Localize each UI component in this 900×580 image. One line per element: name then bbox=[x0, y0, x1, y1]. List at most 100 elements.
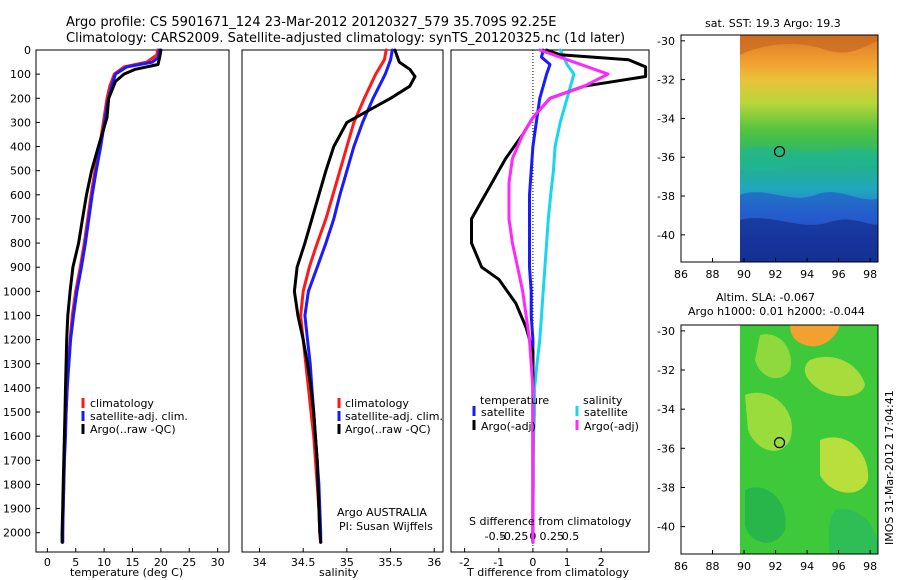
sst-map-frame bbox=[680, 34, 879, 263]
sla-high-patch bbox=[790, 325, 840, 347]
series-line-argo bbox=[292, 48, 417, 544]
x-tick-label: 10 bbox=[97, 556, 111, 569]
difference-top-xlabel: S difference from climatology bbox=[469, 515, 632, 528]
legend-label-argo: Argo(..raw -QC) bbox=[90, 423, 176, 436]
depth-tick-label: 1600 bbox=[3, 430, 31, 443]
map-y-tick-label: -34 bbox=[657, 403, 675, 416]
title-line-2: Climatology: CARS2009. Satellite-adjuste… bbox=[66, 31, 625, 46]
x-tick-label: 30 bbox=[211, 556, 225, 569]
salinity-axes-frame bbox=[241, 49, 444, 553]
depth-tick-label: 1100 bbox=[3, 309, 31, 322]
x-tick-label: 34.5 bbox=[291, 556, 316, 569]
map-y-tick-label: -32 bbox=[657, 364, 675, 377]
legend-header-salinity: salinity bbox=[583, 394, 623, 407]
series-line-argo_salinity bbox=[507, 48, 610, 544]
legend-label-argo: Argo(..raw -QC) bbox=[345, 423, 431, 436]
legend-label-climatology: climatology bbox=[345, 397, 409, 410]
float-pi-annotation: PI: Susan Wijffels bbox=[339, 520, 433, 533]
depth-tick-label: 1700 bbox=[3, 454, 31, 467]
sla-high-patch bbox=[755, 334, 791, 379]
x-tick-label: 2 bbox=[598, 556, 605, 569]
x-tick-label: 1 bbox=[564, 556, 571, 569]
map-x-tick-label: 86 bbox=[674, 268, 688, 281]
depth-tick-label: 1500 bbox=[3, 406, 31, 419]
map-y-tick-label: -40 bbox=[657, 521, 675, 534]
sla-low-patch bbox=[745, 487, 786, 543]
legend-label-satellite: satellite-adj. clim. bbox=[90, 410, 188, 423]
sla-high-patch bbox=[804, 356, 865, 397]
legend-label-satellite: satellite-adj. clim. bbox=[345, 410, 443, 423]
map-x-tick-label: 96 bbox=[832, 268, 846, 281]
legend-label-t-argo: Argo(-adj) bbox=[481, 420, 536, 433]
map-y-tick-label: -30 bbox=[657, 325, 675, 338]
difference-panel: -2 -1 0 1 2-0.5-0.25 0 0.250.5 T difference fr… bbox=[450, 48, 650, 579]
x-tick-label: 35 bbox=[340, 556, 354, 569]
map-x-tick-label: 96 bbox=[832, 560, 846, 573]
footer-stamp: IMOS 31-Mar-2012 17:04:41 bbox=[883, 390, 896, 545]
series-line-satellite bbox=[61, 48, 161, 544]
sla-map-title: Altim. SLA: -0.067 bbox=[716, 291, 815, 304]
map-x-tick-label: 92 bbox=[769, 560, 783, 573]
map-y-tick-label: -38 bbox=[657, 481, 675, 494]
depth-tick-label: 600 bbox=[10, 189, 31, 202]
depth-tick-label: 1200 bbox=[3, 334, 31, 347]
argo-float-marker bbox=[773, 437, 786, 449]
series-line-argo bbox=[60, 48, 163, 544]
title-line-1: Argo profile: CS 5901671_124 23-Mar-2012… bbox=[66, 15, 556, 30]
legend-label-t-satellite: satellite bbox=[481, 406, 525, 419]
sla-map: Altim. SLA: -0.067 Argo h1000: 0.01 h200… bbox=[657, 291, 879, 573]
map-x-tick-label: 90 bbox=[737, 560, 751, 573]
depth-tick-label: 1400 bbox=[3, 382, 31, 395]
sla-high-patch bbox=[820, 437, 869, 493]
legend-label-s-satellite: satellite bbox=[584, 406, 628, 419]
depth-tick-label: 500 bbox=[10, 165, 31, 178]
map-x-tick-label: 98 bbox=[863, 268, 877, 281]
map-y-tick-label: -36 bbox=[657, 442, 675, 455]
map-x-tick-label: 90 bbox=[737, 268, 751, 281]
map-y-tick-label: -34 bbox=[657, 112, 675, 125]
x-tick-label: 0 bbox=[529, 556, 536, 569]
depth-tick-label: 1900 bbox=[3, 503, 31, 516]
depth-tick-label: 1000 bbox=[3, 285, 31, 298]
difference-axes-frame bbox=[450, 49, 650, 553]
x-tick-label: 0 bbox=[44, 556, 51, 569]
map-y-tick-label: -40 bbox=[657, 229, 675, 242]
depth-tick-label: 0 bbox=[24, 44, 31, 57]
x-tick-label: -2 bbox=[459, 556, 470, 569]
top-tick-label: 0.5 bbox=[562, 530, 580, 543]
sst-warm-patch bbox=[740, 35, 878, 55]
float-owner-annotation: Argo AUSTRALIA bbox=[337, 506, 427, 519]
x-tick-label: 5 bbox=[72, 556, 79, 569]
map-y-tick-label: -30 bbox=[657, 35, 675, 48]
map-x-tick-label: 98 bbox=[863, 560, 877, 573]
salinity-panel: 34 34.5 35 35.5 36 salinity climatology sate… bbox=[241, 48, 444, 579]
map-y-tick-label: -32 bbox=[657, 74, 675, 87]
series-line-climatology bbox=[299, 48, 388, 544]
map-x-tick-label: 88 bbox=[706, 268, 720, 281]
sla-low-patch bbox=[828, 509, 878, 554]
sla-map-frame bbox=[680, 324, 879, 555]
depth-tick-label: 1300 bbox=[3, 358, 31, 371]
depth-tick-label: 800 bbox=[10, 237, 31, 250]
depth-tick-label: 300 bbox=[10, 116, 31, 129]
legend-header-temperature: temperature bbox=[480, 394, 549, 407]
legend-label-s-argo: Argo(-adj) bbox=[584, 420, 639, 433]
map-x-tick-label: 92 bbox=[769, 268, 783, 281]
temperature-legend: climatology satellite-adj. clim. Argo(..… bbox=[81, 397, 188, 436]
sst-map: sat. SST: 19.3 Argo: 19.3 86 88 90 92 94 96 98… bbox=[657, 17, 879, 281]
map-y-tick-label: -38 bbox=[657, 190, 675, 203]
top-tick-label: -0.5 bbox=[485, 530, 506, 543]
difference-legend: temperature salinity satellite Argo(-adj… bbox=[472, 394, 639, 433]
series-line-sat_salinity bbox=[531, 48, 576, 544]
x-tick-label: -1 bbox=[493, 556, 504, 569]
temperature-panel: 0 5 10 15 20 25 30 temperature (deg C) climato… bbox=[35, 48, 230, 579]
depth-tick-label: 700 bbox=[10, 213, 31, 226]
depth-tick-label: 900 bbox=[10, 261, 31, 274]
legend-label-climatology: climatology bbox=[90, 397, 154, 410]
temperature-xlabel: temperature (deg C) bbox=[70, 566, 183, 579]
top-tick-label: -0.25 bbox=[500, 530, 528, 543]
map-x-tick-label: 86 bbox=[674, 560, 688, 573]
depth-tick-label: 1800 bbox=[3, 478, 31, 491]
x-tick-label: 34 bbox=[252, 556, 266, 569]
